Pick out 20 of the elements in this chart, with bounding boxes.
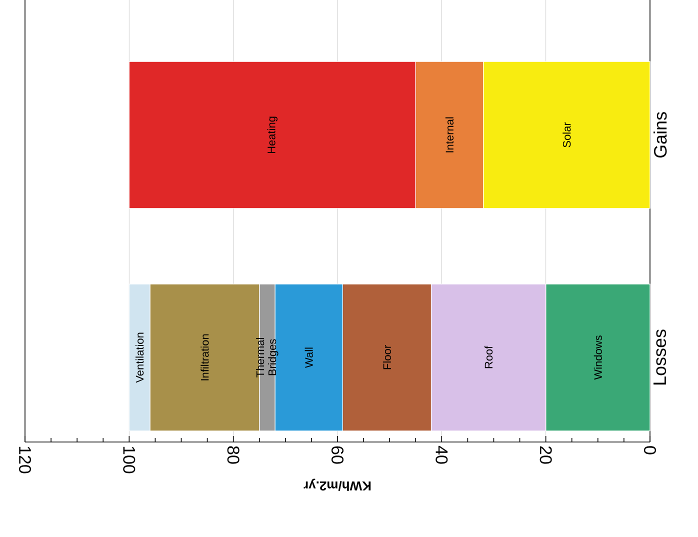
x-tick-label: 20: [540, 446, 552, 464]
series-label: Thermal Bridges: [256, 338, 278, 378]
x-axis-title: KWh/m2.yr: [304, 478, 371, 491]
series-label: Roof: [484, 346, 493, 368]
series-label: Windows: [594, 336, 602, 380]
series-label: Floor: [382, 345, 392, 370]
series-label: Infiltration: [200, 334, 209, 380]
y-tick-label: Gains: [654, 112, 667, 158]
series-label: Internal: [445, 117, 454, 152]
y-tick-label: Losses: [654, 330, 666, 384]
series-label: Solar: [562, 122, 571, 148]
series-label: Wall: [304, 348, 313, 368]
series-label: Heating: [267, 116, 278, 153]
series-label: Ventilation: [136, 332, 144, 383]
x-tick-label: 80: [227, 446, 240, 464]
x-tick-label: 60: [331, 446, 344, 464]
x-tick-label: 120: [18, 446, 32, 474]
x-tick-label: 0: [644, 446, 656, 454]
x-tick-label: 100: [123, 446, 136, 474]
x-tick-label: 40: [436, 446, 448, 464]
